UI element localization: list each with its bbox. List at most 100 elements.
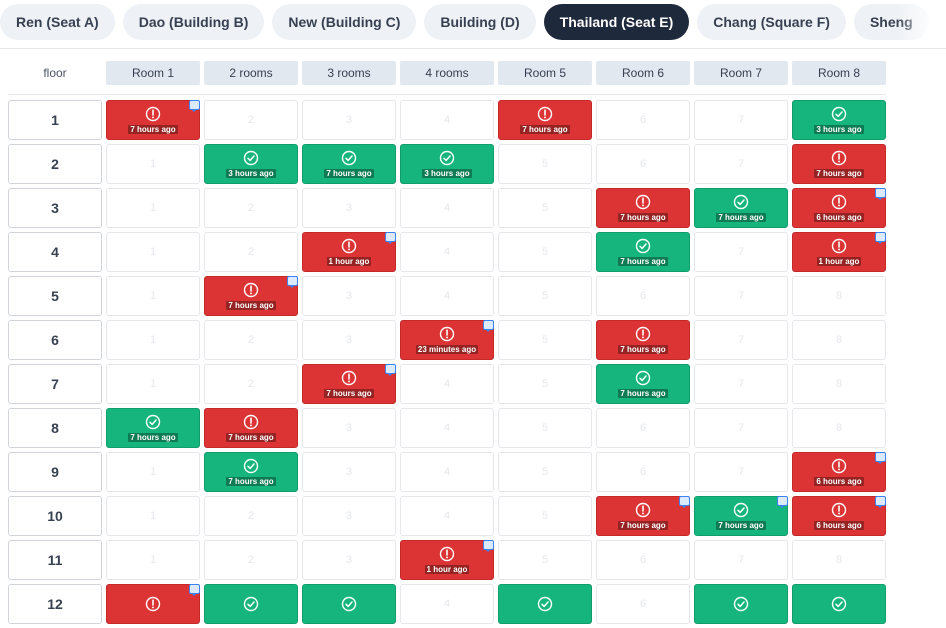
room-cell-empty[interactable]: 8 [792, 276, 886, 316]
room-cell-empty[interactable]: 7 [694, 320, 788, 360]
room-cell-empty[interactable]: 6 [596, 408, 690, 448]
room-cell-ok[interactable] [302, 584, 396, 624]
building-tab[interactable]: Building (D) [424, 4, 536, 40]
room-cell-ok[interactable]: 7 hours ago [694, 188, 788, 228]
room-cell-empty[interactable]: 7 [694, 144, 788, 184]
room-cell-empty[interactable]: 2 [204, 320, 298, 360]
room-cell-empty[interactable]: 7 [694, 364, 788, 404]
room-cell-alert[interactable]: 6 hours ago [792, 496, 886, 536]
room-cell-ok[interactable]: 7 hours ago [302, 144, 396, 184]
room-cell-empty[interactable]: 5 [498, 144, 592, 184]
room-cell-empty[interactable]: 4 [400, 364, 494, 404]
building-tab[interactable]: New (Building C) [272, 4, 417, 40]
room-cell-empty[interactable]: 4 [400, 408, 494, 448]
room-cell-alert[interactable]: 1 hour ago [302, 232, 396, 272]
room-cell-empty[interactable]: 1 [106, 540, 200, 580]
room-cell-alert[interactable]: 23 minutes ago [400, 320, 494, 360]
room-cell-empty[interactable]: 6 [596, 144, 690, 184]
room-cell-alert[interactable]: 7 hours ago [302, 364, 396, 404]
room-cell-empty[interactable]: 5 [498, 452, 592, 492]
comment-icon[interactable] [287, 276, 298, 288]
comment-icon[interactable] [189, 100, 200, 112]
room-cell-alert[interactable]: 7 hours ago [596, 496, 690, 536]
room-cell-empty[interactable]: 7 [694, 276, 788, 316]
room-cell-alert[interactable]: 7 hours ago [596, 320, 690, 360]
room-cell-ok[interactable] [204, 584, 298, 624]
comment-icon[interactable] [875, 496, 886, 508]
room-cell-empty[interactable]: 4 [400, 496, 494, 536]
room-cell-empty[interactable]: 2 [204, 232, 298, 272]
comment-icon[interactable] [875, 452, 886, 464]
room-cell-empty[interactable]: 7 [694, 408, 788, 448]
room-cell-empty[interactable]: 1 [106, 188, 200, 228]
room-cell-empty[interactable]: 5 [498, 276, 592, 316]
room-cell-ok[interactable] [694, 584, 788, 624]
comment-icon[interactable] [777, 496, 788, 508]
room-cell-empty[interactable]: 2 [204, 496, 298, 536]
room-cell-empty[interactable]: 1 [106, 496, 200, 536]
room-cell-empty[interactable]: 8 [792, 320, 886, 360]
room-cell-alert[interactable]: 7 hours ago [792, 144, 886, 184]
room-cell-alert[interactable]: 6 hours ago [792, 188, 886, 228]
comment-icon[interactable] [875, 232, 886, 244]
building-tab[interactable]: Dao (Building B) [122, 4, 265, 40]
room-cell-empty[interactable]: 1 [106, 364, 200, 404]
room-cell-empty[interactable]: 5 [498, 540, 592, 580]
room-cell-empty[interactable]: 5 [498, 408, 592, 448]
room-cell-empty[interactable]: 1 [106, 276, 200, 316]
room-cell-empty[interactable]: 4 [400, 100, 494, 140]
room-cell-ok[interactable]: 7 hours ago [596, 364, 690, 404]
comment-icon[interactable] [483, 540, 494, 552]
room-cell-empty[interactable]: 3 [302, 540, 396, 580]
room-cell-empty[interactable]: 6 [596, 540, 690, 580]
room-cell-empty[interactable]: 1 [106, 144, 200, 184]
room-cell-ok[interactable]: 7 hours ago [694, 496, 788, 536]
room-cell-empty[interactable]: 7 [694, 540, 788, 580]
room-cell-empty[interactable]: 3 [302, 320, 396, 360]
comment-icon[interactable] [189, 584, 200, 596]
room-cell-empty[interactable]: 5 [498, 232, 592, 272]
room-cell-empty[interactable]: 3 [302, 188, 396, 228]
room-cell-alert[interactable]: 7 hours ago [106, 100, 200, 140]
comment-icon[interactable] [483, 320, 494, 332]
building-tab[interactable]: Thailand (Seat E) [543, 4, 690, 40]
room-cell-empty[interactable]: 4 [400, 188, 494, 228]
room-cell-empty[interactable]: 7 [694, 100, 788, 140]
comment-icon[interactable] [385, 364, 396, 376]
room-cell-alert[interactable]: 7 hours ago [596, 188, 690, 228]
room-cell-empty[interactable]: 7 [694, 232, 788, 272]
room-cell-alert[interactable]: 1 hour ago [792, 232, 886, 272]
room-cell-empty[interactable]: 4 [400, 452, 494, 492]
room-cell-empty[interactable]: 2 [204, 100, 298, 140]
room-cell-alert[interactable]: 6 hours ago [792, 452, 886, 492]
room-cell-ok[interactable] [792, 584, 886, 624]
room-cell-ok[interactable]: 3 hours ago [400, 144, 494, 184]
room-cell-empty[interactable]: 1 [106, 320, 200, 360]
room-cell-empty[interactable]: 2 [204, 364, 298, 404]
room-cell-empty[interactable]: 6 [596, 100, 690, 140]
room-cell-ok[interactable]: 3 hours ago [204, 144, 298, 184]
room-cell-empty[interactable]: 6 [596, 276, 690, 316]
building-tab[interactable]: Chang (Square F) [697, 4, 846, 40]
room-cell-empty[interactable]: 3 [302, 408, 396, 448]
room-cell-empty[interactable]: 3 [302, 100, 396, 140]
room-cell-ok[interactable]: 3 hours ago [792, 100, 886, 140]
room-cell-empty[interactable]: 3 [302, 496, 396, 536]
room-cell-empty[interactable]: 4 [400, 276, 494, 316]
room-cell-empty[interactable]: 8 [792, 540, 886, 580]
room-cell-alert[interactable]: 7 hours ago [204, 276, 298, 316]
room-cell-empty[interactable]: 2 [204, 540, 298, 580]
room-cell-alert[interactable]: 7 hours ago [498, 100, 592, 140]
comment-icon[interactable] [679, 496, 690, 508]
room-cell-empty[interactable]: 5 [498, 320, 592, 360]
room-cell-empty[interactable]: 5 [498, 188, 592, 228]
room-cell-empty[interactable]: 4 [400, 232, 494, 272]
room-cell-empty[interactable]: 4 [400, 584, 494, 624]
room-cell-alert[interactable]: 7 hours ago [204, 408, 298, 448]
room-cell-empty[interactable]: 1 [106, 452, 200, 492]
room-cell-ok[interactable]: 7 hours ago [204, 452, 298, 492]
room-cell-ok[interactable] [498, 584, 592, 624]
room-cell-empty[interactable]: 7 [694, 452, 788, 492]
room-cell-empty[interactable]: 8 [792, 408, 886, 448]
room-cell-empty[interactable]: 6 [596, 584, 690, 624]
